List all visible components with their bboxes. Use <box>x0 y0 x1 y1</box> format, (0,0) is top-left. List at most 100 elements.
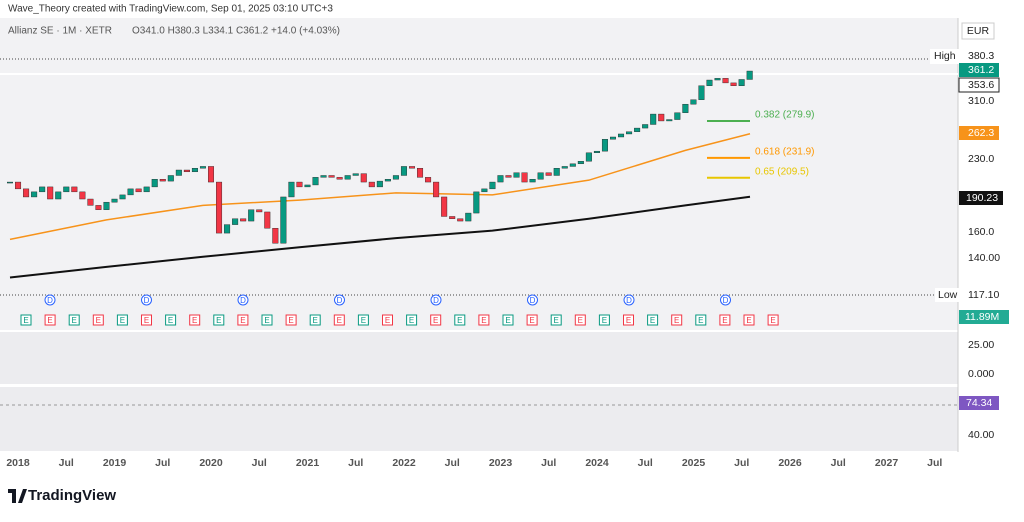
currency-box[interactable] <box>961 22 995 40</box>
candle <box>610 136 617 140</box>
dividend-letter: D <box>530 296 536 305</box>
candle <box>585 152 592 162</box>
volume-tag <box>959 310 1009 324</box>
candle <box>722 78 729 84</box>
dividend-letter: D <box>433 296 439 305</box>
dividend-marker <box>527 294 538 306</box>
candle <box>642 124 649 129</box>
earnings-marker <box>743 314 755 326</box>
fib-label: 0.382 (279.9) <box>755 110 815 121</box>
macd-pane <box>0 332 958 384</box>
earnings-letter: E <box>650 316 655 325</box>
earnings-letter: E <box>457 316 462 325</box>
earnings-marker <box>574 314 586 326</box>
time-label: Jul <box>638 457 653 469</box>
candle <box>344 175 351 180</box>
earnings-marker <box>719 314 731 326</box>
earnings-letter: E <box>192 316 197 325</box>
symbol: Allianz SE · 1M · XETR <box>8 26 112 37</box>
candle <box>360 173 367 183</box>
candle <box>63 186 70 193</box>
last-tag <box>959 63 999 77</box>
earnings-letter: E <box>385 316 390 325</box>
earnings-letter: E <box>313 316 318 325</box>
earnings-letter: E <box>264 316 269 325</box>
earnings-marker <box>309 314 321 326</box>
candle <box>320 175 327 178</box>
earnings-letter: E <box>337 316 342 325</box>
candle <box>658 113 665 122</box>
earnings-marker <box>695 314 707 326</box>
candle <box>103 201 110 210</box>
earnings-letter: E <box>144 316 149 325</box>
earnings-marker <box>116 314 128 326</box>
candle <box>417 168 424 178</box>
candle <box>71 186 78 193</box>
candle <box>167 175 174 182</box>
time-label: 2021 <box>296 457 320 469</box>
moving-average <box>9 133 751 241</box>
candle <box>674 112 681 120</box>
earnings-letter: E <box>770 316 775 325</box>
candle <box>87 198 94 206</box>
candle <box>151 179 158 188</box>
earnings-letter: E <box>602 316 607 325</box>
candle <box>409 166 416 169</box>
earnings-letter: E <box>746 316 751 325</box>
dividend-marker <box>141 294 152 306</box>
candle <box>175 169 182 176</box>
candle <box>384 179 391 182</box>
earnings-letter: E <box>698 316 703 325</box>
candle <box>593 150 600 154</box>
main-pane <box>0 18 958 330</box>
earnings-letter: E <box>288 316 293 325</box>
candle <box>55 191 62 200</box>
earnings-marker <box>671 314 683 326</box>
earnings-letter: E <box>481 316 486 325</box>
dividend-marker <box>720 294 731 306</box>
candle <box>698 85 705 100</box>
logo-icon[interactable] <box>8 489 27 503</box>
time-label: Jul <box>541 457 556 469</box>
logo[interactable]: TradingView <box>28 487 116 504</box>
earnings-marker <box>526 314 538 326</box>
candle <box>690 99 697 105</box>
time-label: Jul <box>155 457 170 469</box>
earnings-marker <box>333 314 345 326</box>
currency[interactable]: EUR <box>967 25 990 37</box>
rsi-tick: 40.00 <box>968 429 994 441</box>
earnings-marker <box>550 314 562 326</box>
earnings-marker <box>189 314 201 326</box>
candle <box>433 181 440 198</box>
candle <box>489 181 496 190</box>
candle <box>497 175 504 183</box>
price-tick: 160.0 <box>968 226 994 238</box>
low-tag <box>935 288 963 302</box>
dividend-marker <box>623 294 635 306</box>
time-label: 2023 <box>489 457 513 469</box>
candle <box>746 70 753 80</box>
earnings-marker <box>767 314 779 326</box>
candle <box>561 166 568 169</box>
earnings-letter: E <box>240 316 245 325</box>
earnings-marker <box>68 314 80 326</box>
earnings-letter: E <box>361 316 366 325</box>
candle <box>626 131 633 135</box>
fib-label: 0.65 (209.5) <box>755 166 809 177</box>
candle <box>159 179 166 182</box>
candle <box>553 168 560 176</box>
candle <box>682 103 689 113</box>
candle <box>304 184 311 188</box>
candle <box>473 191 480 214</box>
earnings-marker <box>92 314 104 326</box>
prev-tag <box>958 77 1000 93</box>
volume: 11.89M <box>965 311 999 323</box>
earnings-letter: E <box>72 316 77 325</box>
candle <box>272 227 279 244</box>
candle <box>288 181 295 198</box>
fib-label: 0.618 (231.9) <box>755 147 815 158</box>
candle <box>376 180 383 188</box>
candle <box>207 166 214 183</box>
earnings-marker <box>261 314 273 326</box>
earnings-marker <box>20 314 32 326</box>
